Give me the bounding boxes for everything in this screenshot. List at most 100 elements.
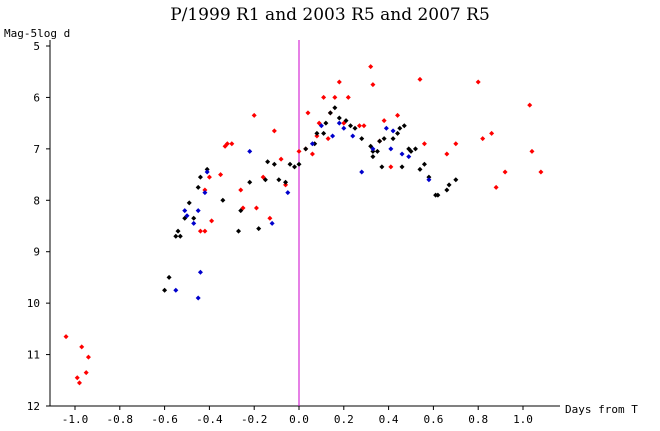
data-point-series-0 <box>321 94 327 100</box>
data-point-series-0 <box>502 169 508 175</box>
data-point-series-0 <box>224 141 230 147</box>
data-point-series-2 <box>388 146 394 152</box>
data-point-series-2 <box>269 220 275 226</box>
data-point-series-0 <box>229 141 235 147</box>
data-point-series-1 <box>332 105 338 111</box>
data-point-series-2 <box>247 148 253 154</box>
data-point-series-0 <box>529 148 535 154</box>
data-point-series-1 <box>444 187 450 193</box>
data-point-series-2 <box>350 133 356 139</box>
data-point-series-0 <box>453 141 459 147</box>
data-point-series-1 <box>352 125 358 131</box>
data-point-series-1 <box>417 166 423 172</box>
data-point-series-2 <box>426 177 432 183</box>
data-point-series-0 <box>345 94 351 100</box>
data-point-series-1 <box>236 228 242 234</box>
x-tick-label: -0.8 <box>107 413 134 426</box>
x-tick-label: -1.0 <box>62 413 89 426</box>
data-point-series-0 <box>271 128 277 134</box>
data-point-series-2 <box>370 146 376 152</box>
data-point-series-1 <box>421 161 427 167</box>
chart-title: P/1999 R1 and 2003 R5 and 2007 R5 <box>170 5 490 25</box>
data-point-series-0 <box>251 112 257 118</box>
data-point-series-0 <box>74 375 80 381</box>
data-point-series-1 <box>247 179 253 185</box>
x-tick-label: 0.4 <box>379 413 399 426</box>
y-tick-label: 12 <box>27 400 40 413</box>
data-point-series-1 <box>336 115 342 121</box>
data-point-series-2 <box>204 169 210 175</box>
data-point-series-1 <box>370 148 376 154</box>
x-tick-label: -0.6 <box>151 413 178 426</box>
data-point-series-2 <box>309 141 315 147</box>
x-tick-label: -0.4 <box>196 413 223 426</box>
data-point-series-0 <box>370 82 376 88</box>
data-point-series-0 <box>388 164 394 170</box>
x-tick-label: 0.2 <box>334 413 354 426</box>
data-point-series-0 <box>332 94 338 100</box>
data-point-series-0 <box>267 215 273 221</box>
data-point-series-0 <box>417 76 423 82</box>
data-point-series-2 <box>182 208 188 214</box>
data-point-series-1 <box>256 226 262 232</box>
data-point-series-0 <box>538 169 544 175</box>
data-point-series-1 <box>292 164 298 170</box>
data-point-series-2 <box>195 208 201 214</box>
data-point-series-0 <box>79 344 85 350</box>
data-point-series-1 <box>238 208 244 214</box>
data-point-series-1 <box>412 146 418 152</box>
data-point-series-1 <box>177 233 183 239</box>
data-point-series-2 <box>383 125 389 131</box>
data-point-series-2 <box>406 154 412 160</box>
data-point-series-0 <box>489 130 495 136</box>
data-point-series-1 <box>276 177 282 183</box>
data-point-series-0 <box>480 136 486 142</box>
data-point-series-0 <box>206 174 212 180</box>
data-point-series-2 <box>195 295 201 301</box>
data-point-series-2 <box>336 120 342 126</box>
x-axis-label: Days from T <box>565 403 638 416</box>
data-point-series-0 <box>63 334 69 340</box>
data-point-series-1 <box>374 148 380 154</box>
data-point-series-1 <box>343 118 349 124</box>
data-point-series-0 <box>76 380 82 386</box>
data-point-series-0 <box>314 133 320 139</box>
data-point-series-1 <box>162 287 168 293</box>
y-tick-label: 7 <box>33 143 40 156</box>
data-point-series-0 <box>85 354 91 360</box>
data-point-series-1 <box>370 154 376 160</box>
data-point-series-2 <box>184 213 190 219</box>
data-point-series-2 <box>399 151 405 157</box>
data-point-series-1 <box>314 130 320 136</box>
x-tick-label: 0.8 <box>468 413 488 426</box>
data-point-series-1 <box>426 174 432 180</box>
data-point-series-1 <box>296 161 302 167</box>
data-point-series-0 <box>209 218 215 224</box>
data-point-series-0 <box>475 79 481 85</box>
data-point-series-2 <box>330 133 336 139</box>
data-point-series-2 <box>318 123 324 129</box>
data-point-series-1 <box>321 130 327 136</box>
data-point-series-0 <box>296 148 302 154</box>
data-point-series-1 <box>220 197 226 203</box>
data-point-series-1 <box>327 110 333 116</box>
x-ticks: -1.0 -0.8 -0.6 -0.4 -0.2 0.0 0.2 0.4 0.6 0.8 1.0 <box>62 406 533 426</box>
x-tick-label: 0.0 <box>289 413 309 426</box>
data-point-series-1 <box>303 146 309 152</box>
data-point-series-0 <box>421 141 427 147</box>
data-point-series-1 <box>399 164 405 170</box>
data-point-series-1 <box>262 177 268 183</box>
data-point-series-1 <box>173 233 179 239</box>
y-tick-label: 5 <box>33 40 40 53</box>
data-point-series-0 <box>305 110 311 116</box>
data-point-series-0 <box>197 228 203 234</box>
data-point-series-2 <box>390 128 396 134</box>
data-point-series-0 <box>253 205 259 211</box>
data-point-series-1 <box>166 274 172 280</box>
data-points <box>63 64 544 386</box>
data-point-series-2 <box>191 220 197 226</box>
data-point-series-1 <box>283 179 289 185</box>
data-point-series-1 <box>271 161 277 167</box>
y-tick-label: 6 <box>33 91 40 104</box>
data-point-series-1 <box>265 159 271 165</box>
